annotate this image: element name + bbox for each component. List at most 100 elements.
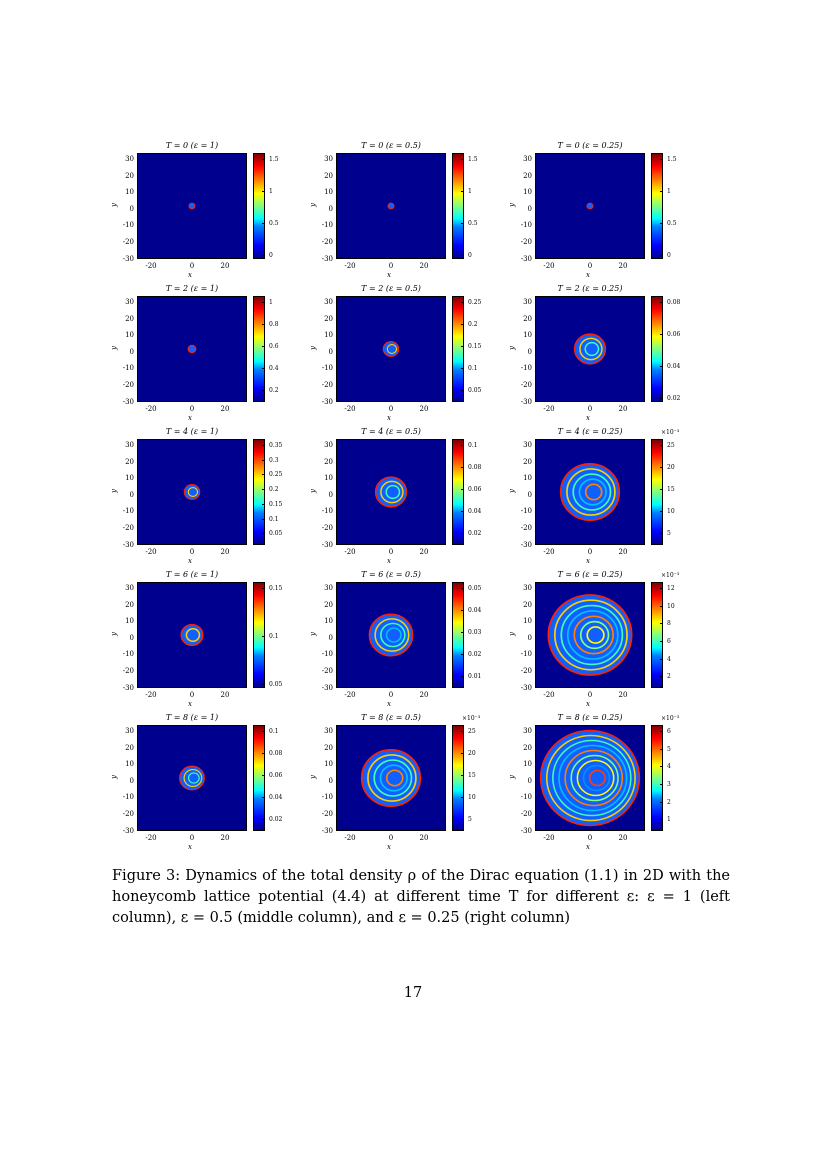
colorbar-tick-mark: [262, 684, 265, 685]
colorbar-tick-mark: [461, 588, 464, 589]
density-core: [188, 203, 196, 209]
y-tick-label: 20: [523, 600, 532, 609]
density-pattern: [536, 154, 644, 258]
density-ring: [584, 341, 600, 357]
colorbar: [253, 439, 265, 545]
density-panel: T = 6 (ε = 0.25) 30 20 10 0 -10 -20 -30 -20 0 20 y x…: [508, 570, 745, 708]
y-axis-label: y: [507, 346, 516, 350]
colorbar-tick-label: 0.04: [468, 508, 482, 516]
colorbar-tick-mark: [461, 775, 464, 777]
colorbar-tick-label: 1: [667, 188, 671, 195]
density-ring: [374, 476, 408, 508]
colorbar-tick-label: 25: [667, 442, 675, 449]
y-tick-label: 0: [129, 776, 134, 785]
colorbar: [253, 582, 265, 688]
colorbar-tick-label: 1.5: [468, 156, 478, 163]
x-tick-label: 0: [587, 405, 593, 413]
density-pattern: [337, 583, 445, 687]
y-tick-label: -10: [122, 650, 134, 659]
y-tick-label: -10: [520, 507, 532, 516]
y-tick-label: 10: [125, 474, 134, 483]
y-axis-label: y: [109, 632, 118, 636]
x-tick-label: 20: [419, 691, 429, 699]
density-core: [179, 766, 205, 790]
density-pattern: [536, 726, 644, 830]
density-ring: [573, 615, 614, 655]
density-ring: [545, 734, 636, 822]
panel-title: T = 6 (ε = 0.5): [361, 570, 421, 579]
colorbar-tick-mark: [262, 255, 265, 256]
density-panel: T = 0 (ε = 0.25) 30 20 10 0 -10 -20 -30 -20 0 20 y x…: [507, 141, 745, 279]
colorbar-tick-mark: [262, 503, 265, 505]
density-heatmap: [137, 582, 247, 688]
density-ring: [373, 759, 413, 797]
y-tick-label: 20: [125, 457, 134, 466]
y-tick-label: 30: [125, 727, 134, 735]
density-heatmap: [137, 153, 247, 259]
x-tick-label: -20: [344, 691, 356, 699]
colorbar-tick-label: 0.5: [269, 220, 279, 227]
y-tick-label: -20: [321, 524, 333, 532]
density-pattern: [138, 440, 246, 544]
colorbar-tick-label: 0.04: [269, 794, 283, 802]
colorbar-tick-mark: [660, 159, 663, 160]
y-tick-label: 20: [324, 171, 333, 180]
y-tick-label: 0: [328, 776, 333, 785]
colorbar-tick-label: 0.01: [468, 673, 482, 681]
x-tick-label: 0: [587, 262, 593, 270]
density-ring: [576, 759, 615, 797]
density-ring: [385, 627, 402, 643]
colorbar-tick-label: 0: [269, 252, 273, 259]
panel-title: T = 0 (ε = 0.25): [557, 141, 623, 150]
y-tick-label: -30: [321, 826, 333, 835]
colorbar-tick-label: 0.03: [468, 629, 482, 637]
y-tick-label: 10: [125, 617, 134, 626]
y-tick-label: 10: [523, 188, 532, 197]
colorbar: [452, 296, 464, 402]
x-tick-label: 0: [189, 262, 195, 270]
colorbar-tick-label: 6: [667, 728, 671, 735]
density-heatmap: [535, 582, 645, 688]
colorbar-tick-label: 0.5: [667, 220, 677, 227]
density-heatmap: [137, 725, 247, 831]
colorbar-tick-mark: [262, 636, 265, 637]
density-ring: [553, 599, 628, 671]
density-ring: [539, 729, 641, 827]
panel-title: T = 4 (ε = 0.25): [557, 427, 623, 436]
y-tick-label: -10: [321, 793, 333, 802]
x-tick-label: 0: [189, 834, 195, 842]
x-axis-label: x: [188, 557, 192, 565]
y-tick-label: 0: [129, 633, 134, 642]
density-pattern: [536, 297, 644, 401]
y-tick-label: -30: [122, 254, 134, 263]
density-pattern: [138, 297, 246, 401]
y-tick-label: 10: [523, 760, 532, 769]
density-ring: [582, 764, 611, 792]
density-ring: [579, 620, 610, 650]
colorbar-tick-label: 5: [468, 816, 472, 824]
colorbar-tick-mark: [660, 605, 663, 607]
y-tick-label: 10: [125, 760, 134, 769]
y-tick-label: 20: [125, 314, 134, 323]
density-ring: [183, 768, 203, 788]
x-tick-label: -20: [543, 691, 555, 699]
density-heatmap: [336, 725, 446, 831]
y-tick-label: 20: [324, 600, 333, 609]
density-pattern: [536, 440, 644, 544]
density-ring: [586, 626, 605, 644]
y-tick-label: 20: [324, 743, 333, 752]
density-ring: [386, 344, 398, 354]
y-tick-label: 0: [129, 347, 134, 356]
y-tick-label: 30: [523, 155, 532, 163]
panel-title: T = 2 (ε = 0.5): [361, 284, 421, 293]
colorbar-tick-label: 2: [667, 798, 671, 806]
y-axis-label: y: [507, 203, 516, 207]
colorbar-tick-label: 0: [468, 252, 472, 259]
colorbar-tick-mark: [461, 346, 464, 348]
y-tick-label: -10: [520, 221, 532, 230]
density-ring: [367, 754, 417, 802]
x-tick-label: -20: [344, 834, 356, 842]
colorbar-tick-label: 0.5: [468, 220, 478, 227]
colorbar-tick-mark: [660, 748, 663, 750]
density-ring: [385, 769, 404, 787]
